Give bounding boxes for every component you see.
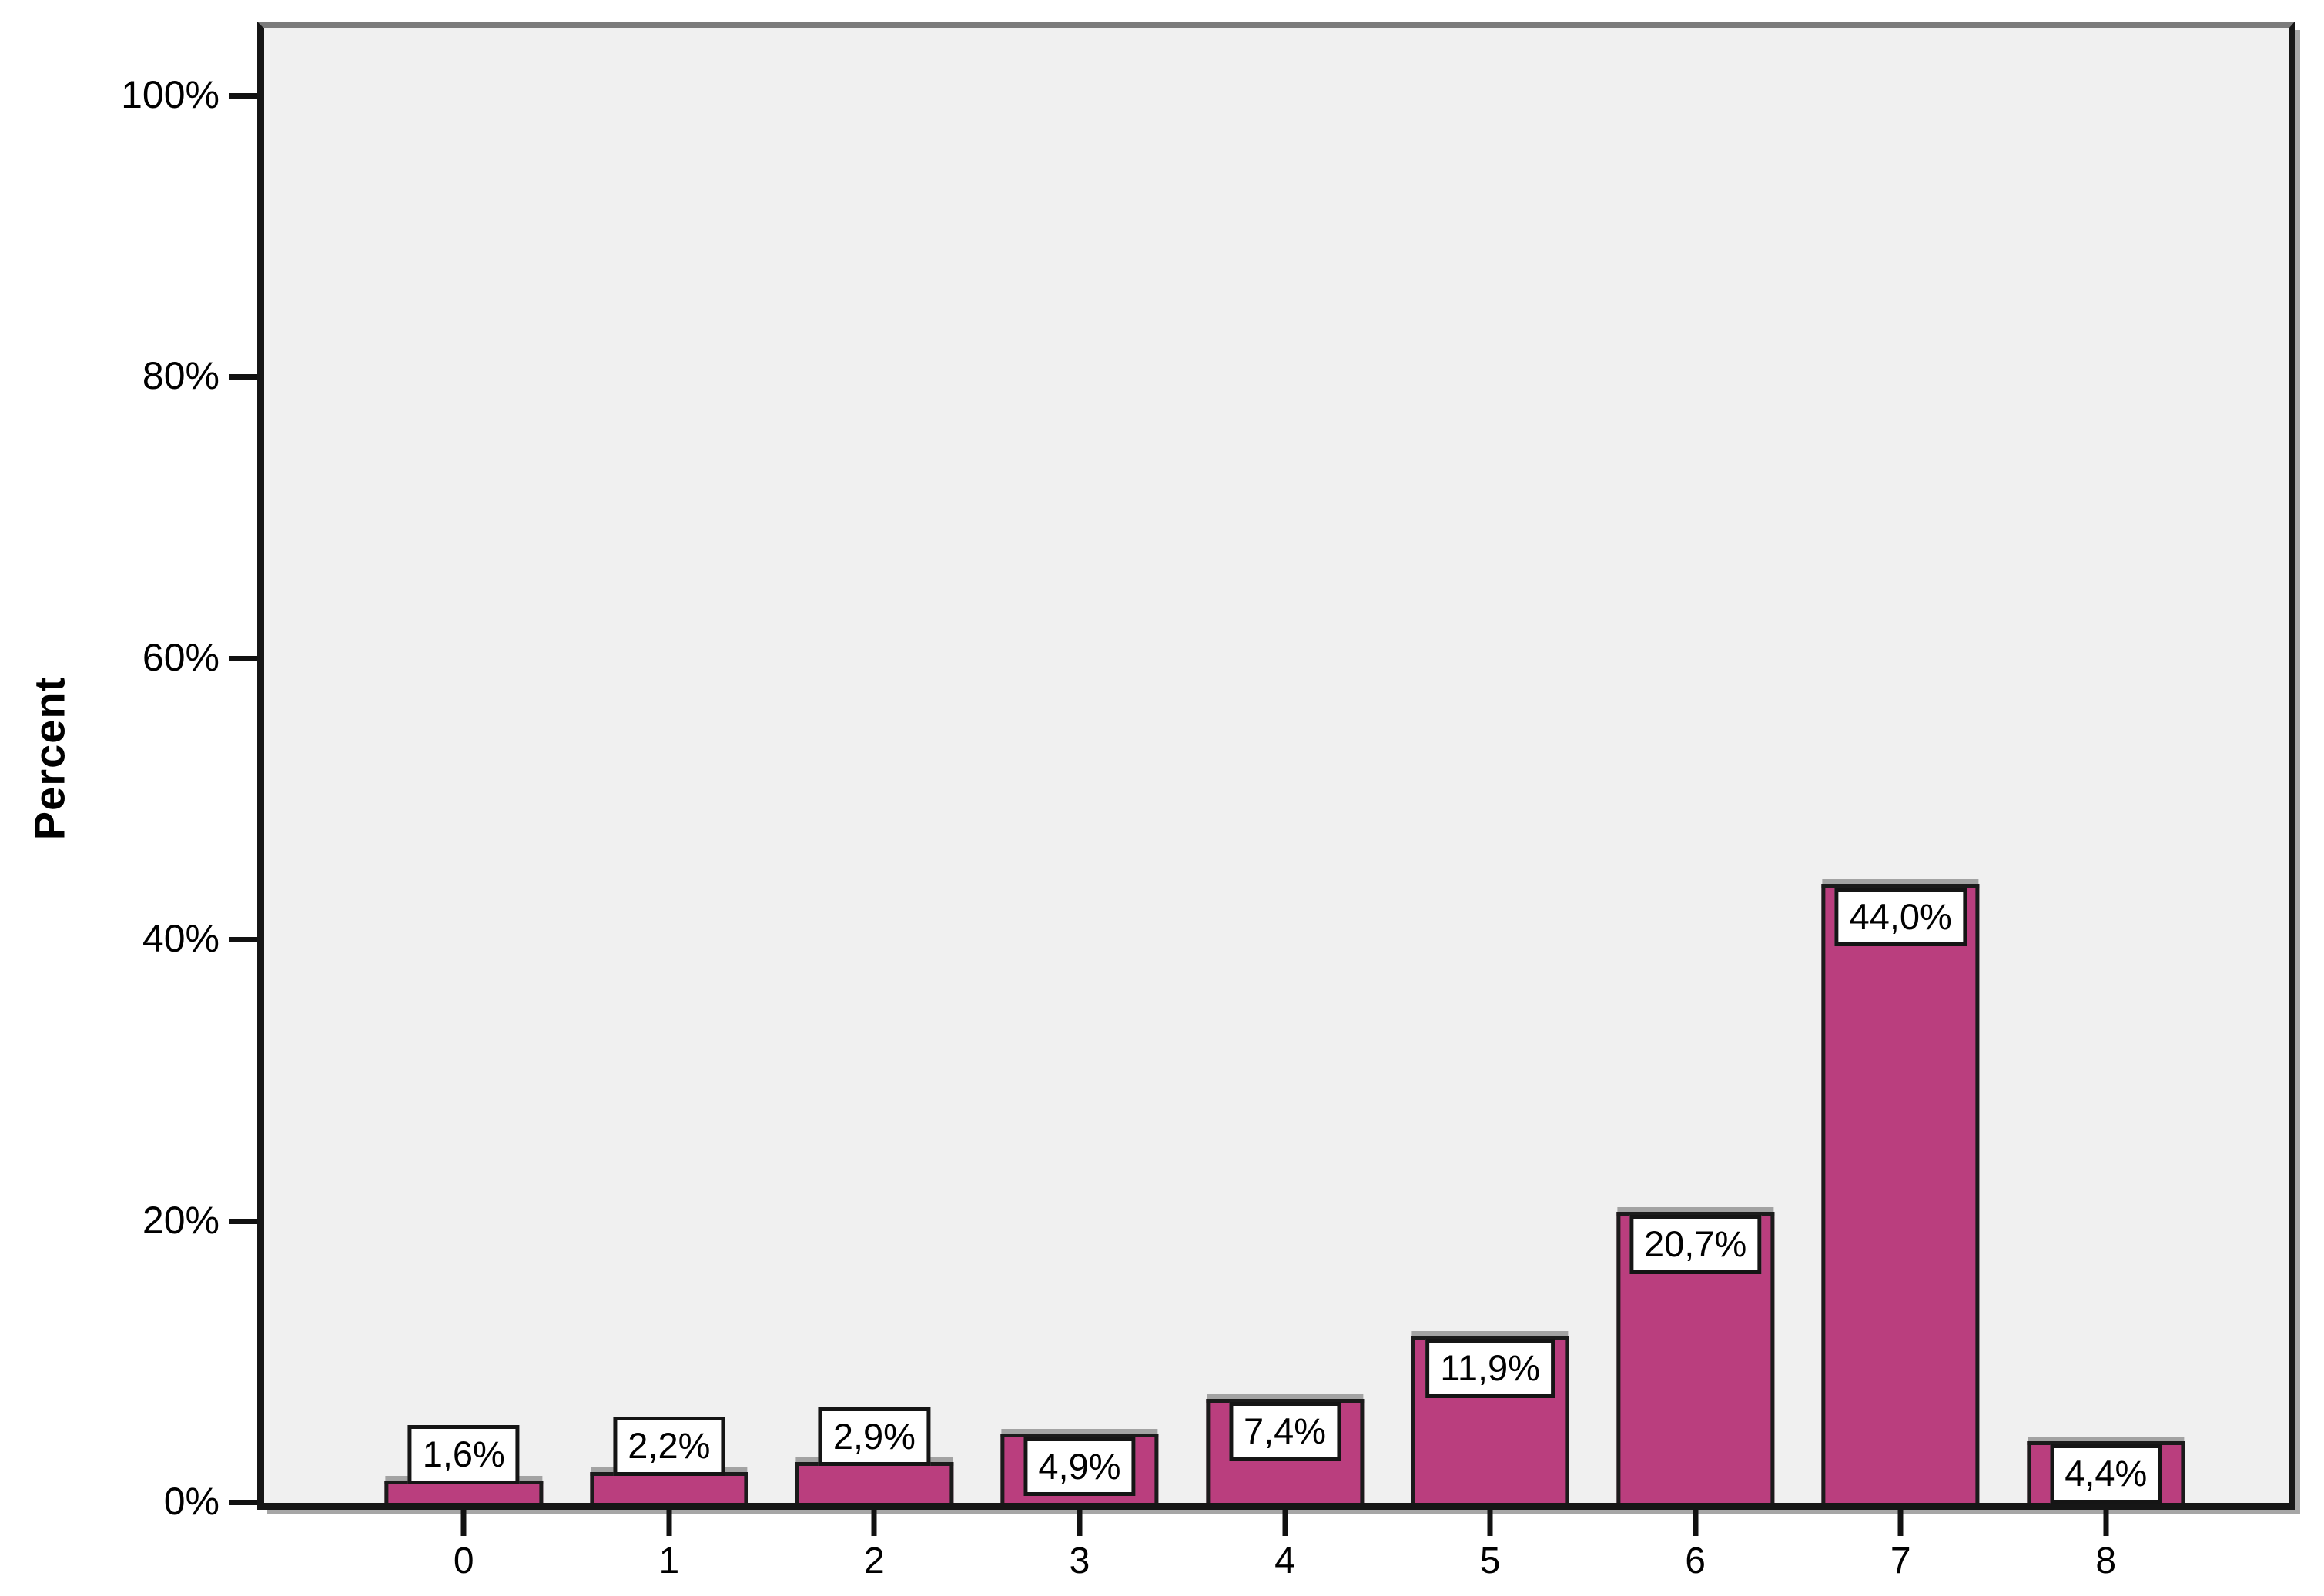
bar-value-label: 2,9% [818,1407,930,1467]
category-slot: 11,9% 5 [1388,28,1593,1580]
bar-value-label: 4,9% [1023,1437,1136,1497]
bars-container: 1,6% 0 2,2% 1 2,9% 2 4,9% 3 7,4% 4 11,9% 5 20,7% 6 44,… [264,28,2289,1580]
bar-value-label: 7,4% [1228,1402,1341,1461]
x-axis-tick [1077,1510,1083,1536]
category-slot: 7,4% 4 [1182,28,1388,1580]
y-axis-tick-label: 40% [142,917,219,961]
bar-value-label: 4,4% [2050,1444,2162,1504]
category-slot: 4,4% 8 [2004,28,2209,1580]
x-axis-tick-label: 7 [1890,1541,1911,1581]
x-axis-tick [871,1510,877,1536]
y-axis-tick [229,1500,257,1505]
y-axis-tick-label: 80% [142,354,219,398]
y-axis-tick [229,1218,257,1224]
x-axis-tick-label: 3 [1069,1541,1090,1581]
bar-value-label: 20,7% [1629,1215,1762,1274]
category-slot: 20,7% 6 [1592,28,1798,1580]
y-axis-tick [229,374,257,380]
x-axis-tick [460,1510,467,1536]
category-slot: 2,2% 1 [567,28,772,1580]
x-axis-tick-label: 8 [2095,1541,2117,1581]
x-axis-tick-label: 2 [864,1541,885,1581]
category-slot: 4,9% 3 [977,28,1183,1580]
bar-value-label: 2,2% [613,1417,725,1476]
category-slot: 1,6% 0 [361,28,567,1580]
x-axis-tick-label: 4 [1274,1541,1295,1581]
y-axis-tick [229,655,257,661]
bar-value-label: 1,6% [407,1425,520,1484]
y-axis-tick [229,937,257,943]
x-axis-tick-label: 1 [658,1541,680,1581]
x-axis-tick-label: 6 [1685,1541,1706,1581]
plot-inner: 0% 20% 40% 60% 80% 100% 1,6% 0 2,2% 1 2,9% 2 4,9% 3 7… [121,28,2289,1580]
y-axis-title: Percent [25,676,74,841]
x-axis-tick-label: 0 [453,1541,474,1581]
x-axis-tick [1897,1510,1904,1536]
bar [1821,884,1980,1503]
x-axis-tick [1693,1510,1699,1536]
y-axis-tick-label: 0% [163,1480,219,1523]
x-axis-tick [2103,1510,2109,1536]
x-axis-tick [666,1510,672,1536]
y-axis-tick [229,93,257,99]
x-axis-tick-label: 5 [1479,1541,1501,1581]
bar [590,1471,748,1503]
x-axis-tick [1487,1510,1493,1536]
bar-value-label: 44,0% [1834,887,1967,947]
category-slot: 2,9% 2 [772,28,977,1580]
y-axis-tick-label: 100% [121,73,219,116]
bar [795,1462,954,1503]
bar-value-label: 11,9% [1425,1339,1555,1398]
category-slot: 44,0% 7 [1798,28,2004,1580]
x-axis-tick [1282,1510,1288,1536]
plot-area: 0% 20% 40% 60% 80% 100% 1,6% 0 2,2% 1 2,9% 2 4,9% 3 7… [121,22,2295,1580]
y-axis-tick-label: 20% [142,1198,219,1242]
y-axis-tick-label: 60% [142,635,219,679]
